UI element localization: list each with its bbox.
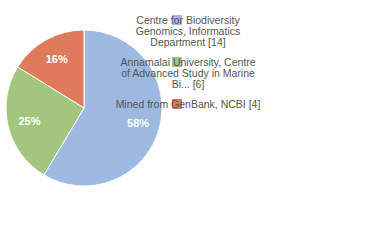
svg-text:25%: 25% <box>18 115 40 127</box>
svg-text:16%: 16% <box>46 53 68 65</box>
svg-text:Mined from GenBank, NCBI [4]: Mined from GenBank, NCBI [4] <box>116 98 261 110</box>
svg-text:58%: 58% <box>127 117 149 129</box>
svg-text:Annamalai University, Centreof: Annamalai University, Centreof Advanced … <box>120 56 255 90</box>
svg-text:Centre for BiodiversityGenomic: Centre for BiodiversityGenomics, Informa… <box>136 14 241 48</box>
